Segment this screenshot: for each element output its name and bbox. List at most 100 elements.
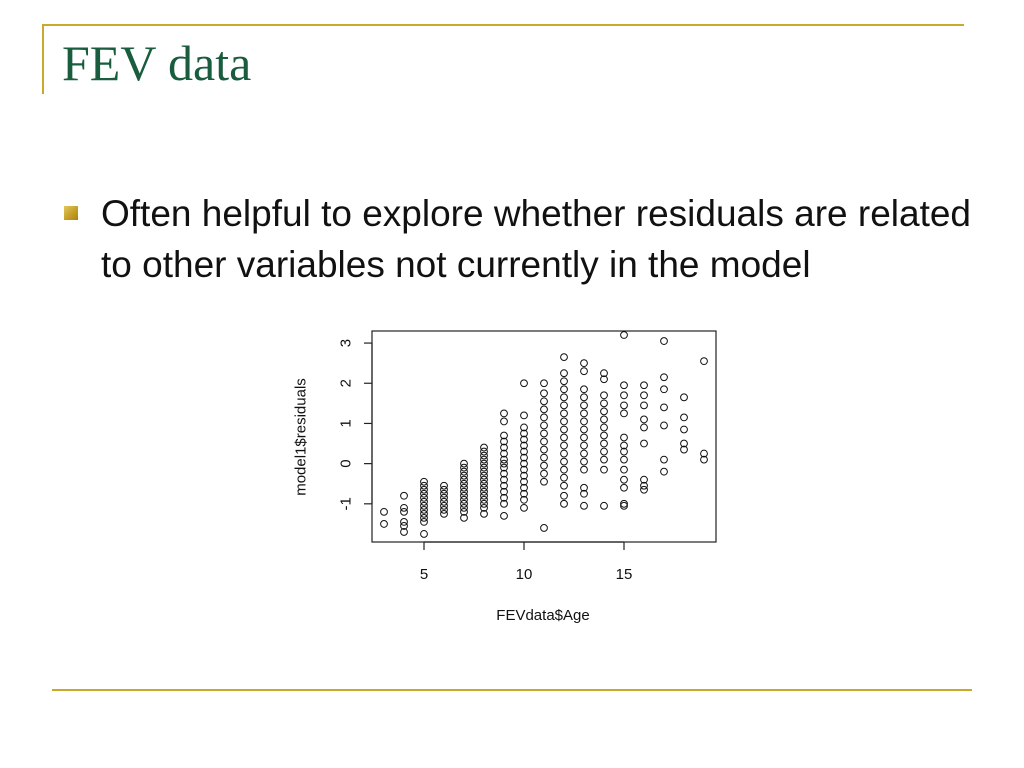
data-point — [420, 530, 428, 538]
data-point — [640, 391, 648, 400]
data-point — [400, 518, 408, 526]
data-point — [600, 423, 608, 432]
data-point — [580, 465, 588, 474]
data-point — [440, 497, 448, 506]
data-point — [560, 353, 568, 362]
data-point — [660, 421, 668, 430]
data-point — [620, 475, 628, 484]
data-point — [400, 503, 408, 512]
data-point — [420, 481, 428, 490]
data-point — [620, 441, 628, 450]
data-point — [440, 485, 448, 494]
data-point — [640, 401, 648, 410]
y-axis-label: model1$residuals — [293, 378, 310, 496]
data-point — [480, 463, 488, 472]
data-point — [640, 481, 648, 490]
data-point — [480, 509, 488, 518]
data-point — [540, 413, 548, 422]
data-point — [680, 439, 688, 448]
data-point — [420, 505, 428, 514]
data-point — [500, 469, 508, 478]
data-point — [520, 459, 528, 468]
data-point — [480, 475, 488, 484]
slide-title: FEV data — [62, 35, 252, 91]
data-point — [620, 331, 628, 339]
data-point — [480, 483, 488, 492]
data-point — [540, 453, 548, 462]
data-point — [640, 475, 648, 484]
data-point — [640, 415, 648, 424]
data-point — [480, 495, 488, 504]
data-point — [540, 421, 548, 430]
data-point — [660, 337, 668, 345]
data-point — [520, 483, 528, 492]
y-tick-label: 0 — [338, 459, 355, 467]
data-point — [440, 481, 448, 490]
data-point — [640, 439, 648, 448]
data-point — [520, 465, 528, 474]
data-point — [500, 417, 508, 426]
data-point — [420, 509, 428, 518]
data-point — [520, 447, 528, 456]
data-point — [500, 475, 508, 484]
data-point — [520, 471, 528, 480]
data-point — [380, 520, 388, 528]
data-point — [480, 471, 488, 480]
data-point — [620, 499, 628, 508]
data-point — [620, 465, 628, 474]
data-point — [460, 507, 468, 516]
data-point — [460, 499, 468, 508]
x-axis-label: FEVdata$Age — [496, 607, 589, 624]
data-point — [460, 467, 468, 476]
y-tick-label: -1 — [338, 497, 355, 510]
data-point — [660, 467, 668, 476]
data-point — [420, 518, 428, 526]
data-point — [420, 513, 428, 522]
data-point — [480, 459, 488, 468]
data-point — [560, 473, 568, 482]
data-point — [520, 477, 528, 486]
data-point — [600, 447, 608, 456]
data-point — [540, 429, 548, 438]
data-point — [520, 411, 528, 420]
data-point — [580, 425, 588, 434]
data-point — [620, 433, 628, 442]
x-tick-label: 10 — [516, 566, 533, 583]
data-point — [420, 485, 428, 494]
data-point — [500, 455, 508, 464]
data-point — [580, 359, 588, 368]
data-point — [680, 445, 688, 454]
data-point — [540, 405, 548, 414]
data-point — [580, 409, 588, 418]
bottom-rule — [52, 689, 972, 691]
data-point — [620, 409, 628, 418]
data-point — [700, 449, 708, 458]
data-point — [500, 499, 508, 508]
data-point — [460, 459, 468, 468]
data-point — [560, 417, 568, 426]
data-point — [640, 423, 648, 432]
y-tick-label: 1 — [338, 419, 355, 427]
data-point — [600, 439, 608, 448]
data-point — [660, 385, 668, 394]
data-point — [480, 491, 488, 500]
data-point — [560, 393, 568, 402]
data-point — [480, 451, 488, 460]
data-point — [540, 379, 548, 388]
data-point — [620, 401, 628, 410]
data-point — [580, 367, 588, 376]
data-point — [500, 511, 508, 520]
top-rule — [42, 24, 964, 26]
data-point — [460, 471, 468, 480]
data-point — [520, 429, 528, 438]
data-point — [560, 499, 568, 508]
data-point — [420, 501, 428, 510]
data-point — [400, 491, 408, 500]
data-point — [600, 455, 608, 464]
data-point — [560, 425, 568, 434]
data-point — [480, 487, 488, 496]
data-point — [600, 465, 608, 474]
data-point — [700, 357, 708, 366]
data-point — [460, 495, 468, 504]
